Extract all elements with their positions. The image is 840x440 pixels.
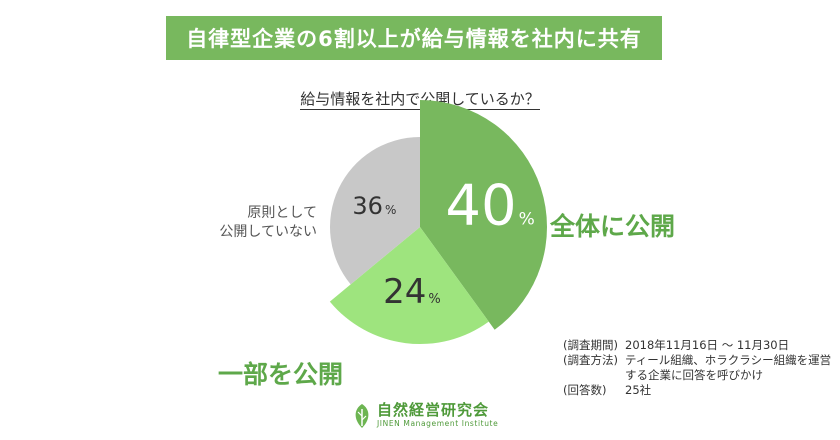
survey-info: (調査期間) 2018年11月16日 〜 11月30日 (調査方法) ティール組… (563, 338, 835, 398)
slice-not-public-value-label: 36% (352, 192, 396, 220)
logo-subtitle: JINEN Management Institute (377, 419, 499, 428)
label-not-public-line2: 公開していない (219, 224, 317, 240)
label-all-public: 全体に公開 (550, 212, 676, 241)
label-partial-public: 一部を公開 (218, 360, 344, 389)
survey-respondents-key: (回答数) (563, 383, 607, 397)
chart-title-text: 給与情報を社内で公開しているか？ (300, 90, 540, 110)
survey-method-row: (調査方法) ティール組織、ホラクラシー組織を運営する企業に回答を呼びかけ (563, 353, 835, 383)
survey-respondents-value: 25社 (625, 383, 652, 397)
slice-partial-public-value-label: 24% (383, 272, 441, 312)
slice-all-public-value-label: 40% (445, 173, 534, 238)
survey-period-value: 2018年11月16日 〜 11月30日 (625, 338, 790, 352)
slice-all-public (420, 100, 547, 330)
survey-respondents-row: (回答数) 25社 (563, 383, 835, 398)
survey-period-row: (調査期間) 2018年11月16日 〜 11月30日 (563, 338, 835, 353)
logo-name: 自然経営研究会 (377, 401, 490, 419)
leaf-icon (355, 403, 369, 428)
survey-period-key: (調査期間) (563, 338, 618, 352)
headline-banner: 自律型企業の6割以上が給与情報を社内に共有 (166, 16, 662, 60)
label-not-public-line1: 原則として (247, 205, 317, 221)
survey-method-value: ティール組織、ホラクラシー組織を運営する企業に回答を呼びかけ (625, 353, 832, 382)
label-not-public: 原則として 公開していない (187, 204, 317, 242)
survey-method-key: (調査方法) (563, 353, 618, 367)
slice-not-public (329, 137, 420, 285)
headline-text: 自律型企業の6割以上が給与情報を社内に共有 (186, 27, 642, 51)
logo: 自然経営研究会 JINEN Management Institute (352, 402, 498, 429)
chart-title: 給与情報を社内で公開しているか？ (0, 88, 840, 110)
slice-partial-public (329, 227, 489, 344)
